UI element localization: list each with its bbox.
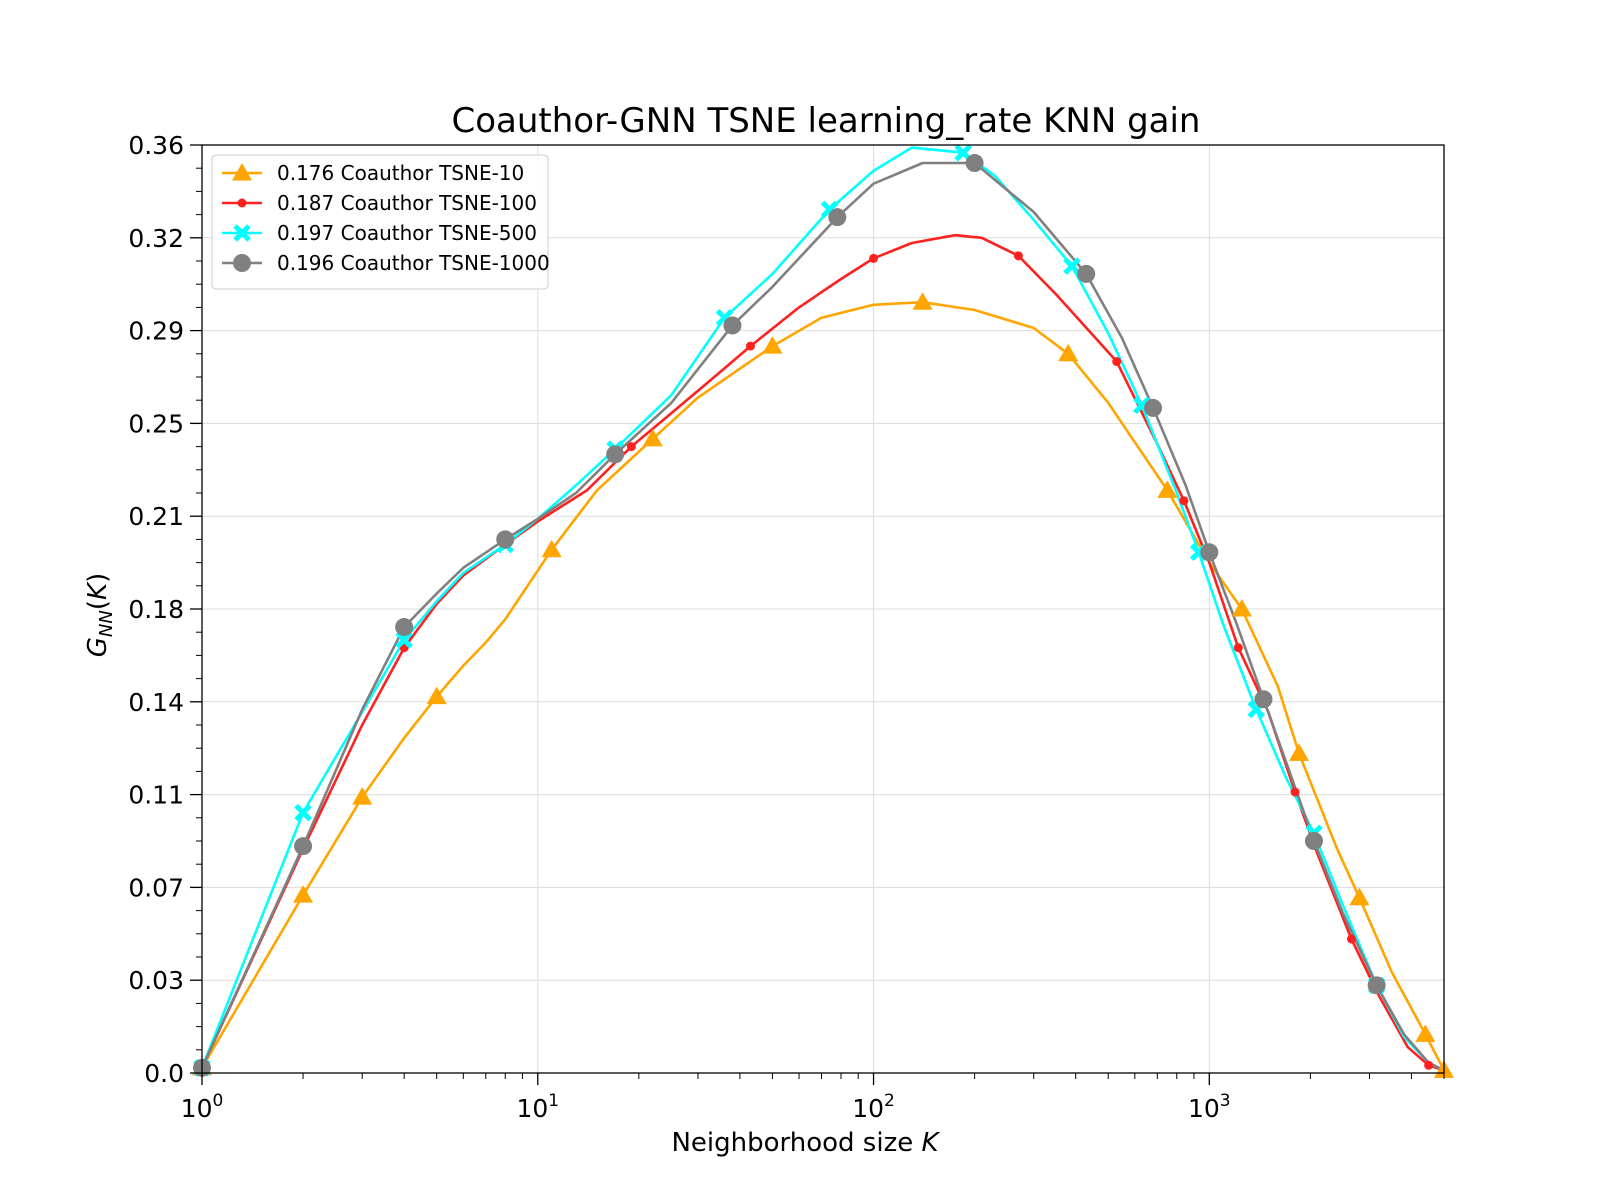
data-point (1289, 743, 1310, 761)
legend-label: 0.196 Coauthor TSNE-1000 (277, 251, 550, 275)
data-point (1231, 599, 1252, 617)
data-point (293, 885, 314, 903)
data-point (395, 631, 413, 649)
y-tick-label: 0.14 (128, 688, 184, 717)
y-tick-label: 0.36 (128, 131, 184, 160)
y-tick-label: 0.25 (128, 409, 184, 438)
chart-title: Coauthor-GNN TSNE learning_rate KNN gain (452, 101, 1201, 141)
data-point (1233, 643, 1243, 653)
y-tick-label: 0.11 (128, 781, 184, 810)
data-point (395, 618, 414, 637)
data-point (294, 803, 312, 822)
data-point (626, 442, 636, 452)
data-point (828, 208, 847, 227)
data-point (1290, 787, 1300, 797)
data-point (1179, 496, 1189, 506)
legend-label: 0.197 Coauthor TSNE-500 (277, 221, 537, 245)
legend-label: 0.187 Coauthor TSNE-100 (277, 191, 537, 215)
data-point (869, 253, 879, 263)
y-tick-label: 0.07 (128, 873, 184, 902)
y-tick-label: 0.0 (144, 1059, 184, 1088)
legend-box (211, 154, 549, 290)
y-axis-title: GNN(K) (83, 573, 117, 657)
data-point (1346, 934, 1356, 944)
data-point (1254, 690, 1273, 709)
data-point (352, 787, 373, 805)
data-point (1063, 257, 1081, 275)
legend-marker (232, 163, 252, 181)
data-point (1304, 832, 1323, 850)
x-axis-title: Neighborhood size K (671, 1128, 940, 1158)
data-point (1349, 887, 1370, 906)
y-tick-label: 0.03 (128, 966, 184, 995)
data-point (723, 316, 742, 335)
data-point (1112, 357, 1122, 367)
y-tick-label: 0.18 (128, 595, 184, 624)
data-point (1077, 264, 1096, 283)
data-point (1157, 480, 1178, 498)
data-point (606, 445, 625, 464)
data-point (762, 336, 783, 354)
data-point (1144, 398, 1163, 417)
data-point (965, 154, 984, 173)
data-point (745, 341, 755, 351)
data-point (1424, 1060, 1434, 1070)
y-tick-label: 0.29 (128, 317, 184, 346)
data-point (912, 292, 933, 310)
data-point (541, 539, 562, 558)
series-line-0 (200, 300, 1446, 1071)
y-tick-label: 0.21 (128, 502, 184, 531)
data-point (426, 686, 447, 705)
data-point (496, 530, 515, 549)
legend-marker (233, 254, 251, 272)
data-point (1367, 976, 1386, 995)
data-point (1415, 1024, 1436, 1042)
data-point (294, 837, 313, 856)
legend-marker (233, 224, 251, 242)
legend: 0.176 Coauthor TSNE-10 0.187 Coauthor TSN… (211, 154, 550, 290)
y-tick-label: 0.32 (128, 224, 184, 253)
data-point (1058, 343, 1079, 362)
data-point (1200, 543, 1219, 562)
legend-marker (237, 198, 247, 208)
data-point (642, 428, 663, 447)
legend-label: 0.176 Coauthor TSNE-10 (277, 161, 524, 185)
data-point (1013, 251, 1023, 261)
